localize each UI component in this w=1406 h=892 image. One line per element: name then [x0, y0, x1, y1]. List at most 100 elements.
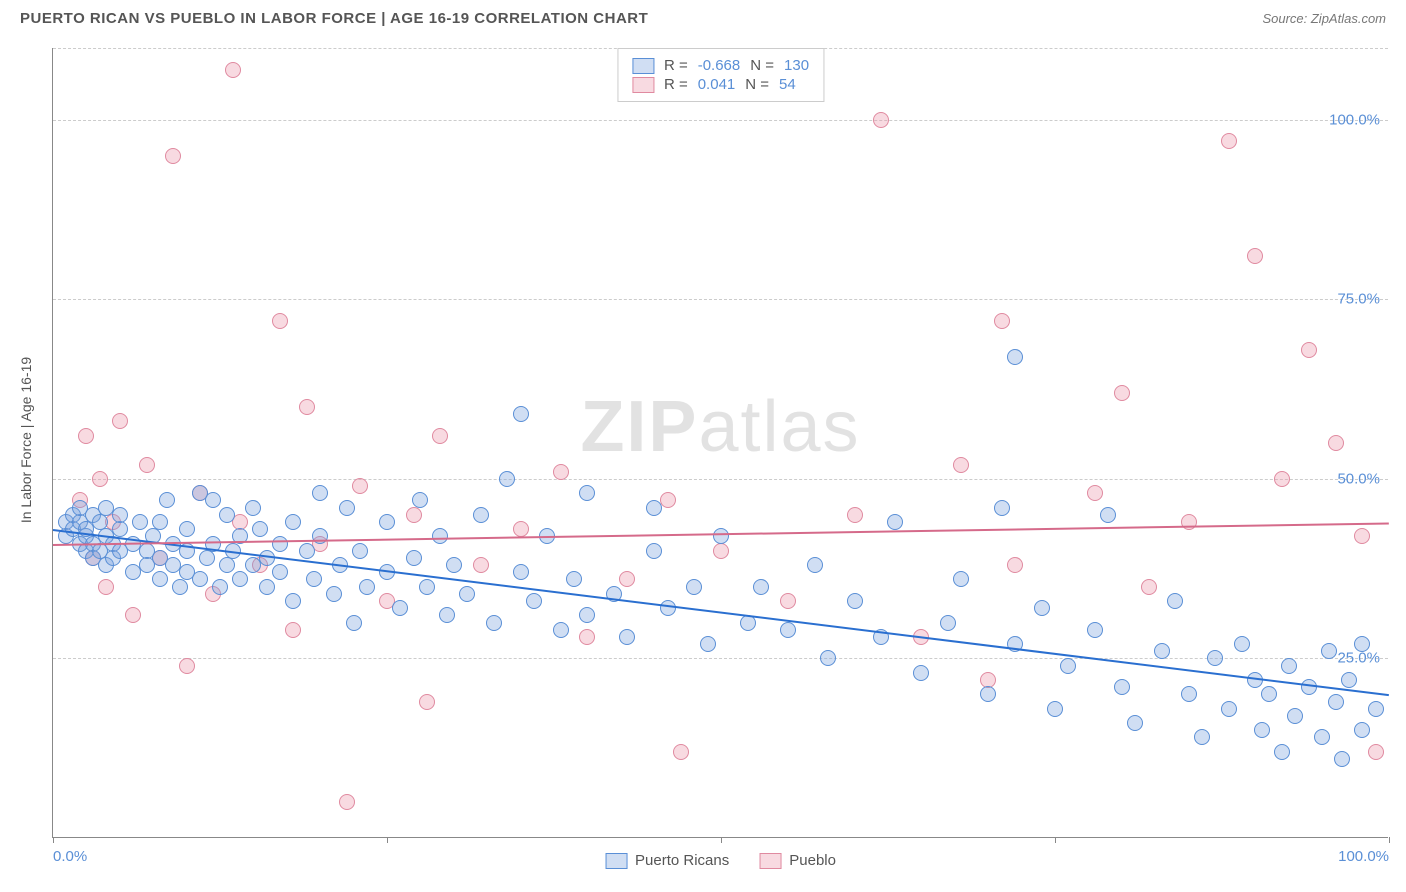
data-point [686, 579, 702, 595]
data-point [619, 571, 635, 587]
data-point [579, 607, 595, 623]
data-point [112, 521, 128, 537]
data-point [1254, 722, 1270, 738]
source-attribution: Source: ZipAtlas.com [1262, 11, 1386, 26]
data-point [526, 593, 542, 609]
data-point [1167, 593, 1183, 609]
legend-swatch-pueblo [632, 77, 654, 93]
data-point [272, 313, 288, 329]
data-point [579, 485, 595, 501]
data-point [553, 622, 569, 638]
y-tick-label: 25.0% [1337, 650, 1380, 667]
data-point [406, 550, 422, 566]
data-point [179, 658, 195, 674]
data-point [112, 413, 128, 429]
x-tick [1389, 837, 1390, 843]
scatter-chart: ZIPatlas R = -0.668 N = 130 R = 0.041 N … [52, 48, 1388, 838]
legend-r-label: R = [664, 57, 688, 74]
data-point [473, 507, 489, 523]
data-point [713, 528, 729, 544]
data-point [92, 471, 108, 487]
data-point [1114, 679, 1130, 695]
data-point [112, 507, 128, 523]
data-point [1261, 686, 1277, 702]
data-point [259, 579, 275, 595]
data-point [513, 406, 529, 422]
legend-item: Pueblo [759, 852, 836, 869]
data-point [499, 471, 515, 487]
gridline-horizontal [53, 299, 1388, 300]
data-point [212, 579, 228, 595]
data-point [326, 586, 342, 602]
data-point [419, 579, 435, 595]
x-tick [1055, 837, 1056, 843]
legend-label: Puerto Ricans [635, 852, 729, 869]
data-point [312, 485, 328, 501]
data-point [225, 62, 241, 78]
gridline-horizontal [53, 120, 1388, 121]
data-point [165, 148, 181, 164]
legend-r-value: -0.668 [698, 57, 741, 74]
data-point [847, 507, 863, 523]
data-point [953, 457, 969, 473]
data-point [285, 622, 301, 638]
data-point [1354, 636, 1370, 652]
data-point [887, 514, 903, 530]
data-point [660, 600, 676, 616]
data-point [272, 536, 288, 552]
data-point [132, 514, 148, 530]
gridline-horizontal [53, 479, 1388, 480]
x-tick [387, 837, 388, 843]
data-point [1328, 694, 1344, 710]
data-point [272, 564, 288, 580]
data-point [820, 650, 836, 666]
legend-n-label: N = [745, 76, 769, 93]
x-tick-label: 0.0% [53, 848, 87, 865]
data-point [713, 543, 729, 559]
data-point [219, 557, 235, 573]
legend-r-value: 0.041 [698, 76, 736, 93]
data-point [1368, 744, 1384, 760]
data-point [179, 521, 195, 537]
data-point [78, 428, 94, 444]
data-point [1287, 708, 1303, 724]
data-point [873, 112, 889, 128]
data-point [1047, 701, 1063, 717]
data-point [245, 500, 261, 516]
data-point [205, 492, 221, 508]
data-point [1114, 385, 1130, 401]
data-point [459, 586, 475, 602]
y-tick-label: 75.0% [1337, 291, 1380, 308]
data-point [619, 629, 635, 645]
series-legend: Puerto Ricans Pueblo [605, 852, 836, 869]
data-point [780, 593, 796, 609]
watermark-bold: ZIP [580, 387, 698, 467]
data-point [1181, 686, 1197, 702]
data-point [199, 550, 215, 566]
data-point [646, 543, 662, 559]
data-point [346, 615, 362, 631]
data-point [1281, 658, 1297, 674]
data-point [1354, 528, 1370, 544]
data-point [139, 457, 155, 473]
data-point [1100, 507, 1116, 523]
data-point [339, 794, 355, 810]
data-point [446, 557, 462, 573]
data-point [252, 521, 268, 537]
data-point [1328, 435, 1344, 451]
data-point [312, 528, 328, 544]
data-point [1354, 722, 1370, 738]
x-tick-label: 100.0% [1338, 848, 1389, 865]
data-point [219, 507, 235, 523]
data-point [513, 521, 529, 537]
data-point [432, 528, 448, 544]
gridline-horizontal [53, 658, 1388, 659]
data-point [646, 500, 662, 516]
data-point [807, 557, 823, 573]
legend-label: Pueblo [789, 852, 836, 869]
data-point [1301, 342, 1317, 358]
data-point [579, 629, 595, 645]
data-point [486, 615, 502, 631]
data-point [953, 571, 969, 587]
legend-n-value: 130 [784, 57, 809, 74]
